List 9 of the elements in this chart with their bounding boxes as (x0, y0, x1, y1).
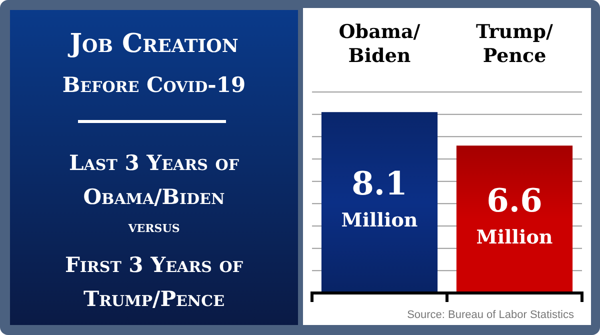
x-tick-label: Obama/Biden (338, 21, 420, 67)
text: First 3 Years of Trump/Pence (64, 252, 244, 311)
data-label: 8.1 Million (341, 164, 418, 232)
text: Last 3 Years of Obama/Biden (68, 150, 240, 209)
source-note: Source: Bureau of Labor Statistics (407, 309, 574, 321)
data-label: 6.6 Million (476, 181, 553, 248)
text: versus (127, 218, 180, 236)
chart-title: Job Creation Before Covid-19 (62, 29, 246, 97)
x-tick-label: Trump/Pence (476, 21, 554, 67)
